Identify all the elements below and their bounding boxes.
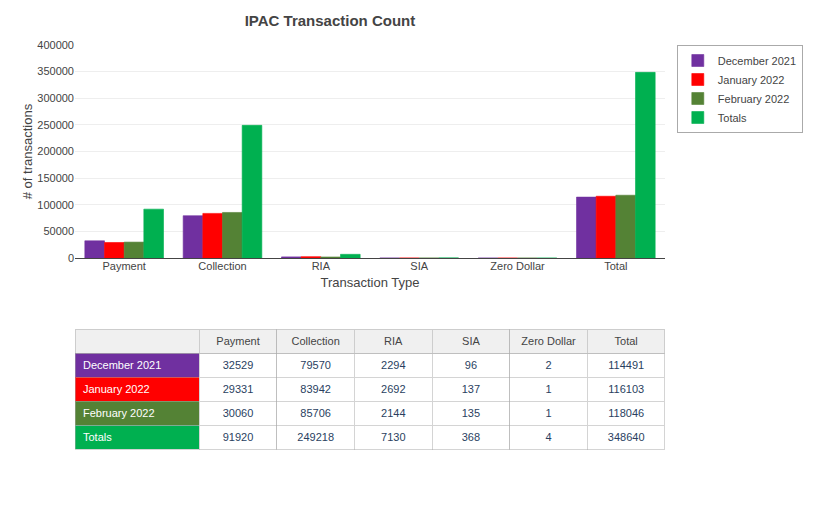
svg-text:30060: 30060	[223, 407, 254, 419]
svg-text:83942: 83942	[300, 383, 331, 395]
svg-text:December 2021: December 2021	[83, 359, 161, 371]
svg-text:32529: 32529	[223, 359, 254, 371]
svg-text:249218: 249218	[297, 431, 334, 443]
svg-text:118046: 118046	[608, 407, 644, 419]
svg-text:400000: 400000	[37, 39, 74, 51]
svg-text:IPAC Transaction Count: IPAC Transaction Count	[245, 12, 416, 29]
svg-text:0: 0	[68, 252, 74, 264]
svg-text:Collection: Collection	[292, 335, 340, 347]
svg-text:96: 96	[465, 359, 477, 371]
svg-text:91920: 91920	[223, 431, 254, 443]
svg-text:February 2022: February 2022	[718, 93, 790, 105]
svg-text:Zero Dollar: Zero Dollar	[521, 335, 576, 347]
svg-text:1: 1	[545, 407, 551, 419]
svg-text:Payment: Payment	[102, 260, 145, 272]
svg-text:116103: 116103	[608, 383, 644, 395]
svg-text:January 2022: January 2022	[718, 74, 785, 86]
svg-text:348640: 348640	[608, 431, 645, 443]
svg-text:137: 137	[462, 383, 480, 395]
svg-text:350000: 350000	[37, 65, 74, 77]
svg-text:RIA: RIA	[312, 260, 331, 272]
svg-text:79570: 79570	[300, 359, 331, 371]
svg-text:December 2021: December 2021	[718, 55, 796, 67]
svg-text:Transaction Type: Transaction Type	[321, 275, 420, 290]
svg-text:200000: 200000	[37, 145, 74, 157]
svg-text:100000: 100000	[37, 199, 74, 211]
svg-text:2294: 2294	[381, 359, 405, 371]
svg-text:2: 2	[545, 359, 551, 371]
svg-text:Collection: Collection	[198, 260, 246, 272]
svg-text:300000: 300000	[37, 92, 74, 104]
svg-text:Totals: Totals	[718, 112, 747, 124]
svg-text:368: 368	[462, 431, 480, 443]
svg-text:150000: 150000	[37, 172, 74, 184]
svg-text:January 2022: January 2022	[83, 383, 150, 395]
svg-text:# of transactions: # of transactions	[20, 103, 35, 199]
svg-text:1: 1	[545, 383, 551, 395]
svg-text:SIA: SIA	[462, 335, 480, 347]
svg-text:7130: 7130	[381, 431, 405, 443]
svg-text:50000: 50000	[43, 225, 74, 237]
svg-text:Total: Total	[615, 335, 638, 347]
svg-text:Zero Dollar: Zero Dollar	[490, 260, 545, 272]
svg-text:Total: Total	[604, 260, 627, 272]
svg-text:250000: 250000	[37, 119, 74, 131]
svg-text:114491: 114491	[608, 359, 644, 371]
svg-text:RIA: RIA	[384, 335, 403, 347]
svg-text:SIA: SIA	[410, 260, 428, 272]
svg-text:Payment: Payment	[216, 335, 259, 347]
svg-text:2692: 2692	[381, 383, 405, 395]
svg-text:135: 135	[462, 407, 480, 419]
svg-text:February 2022: February 2022	[83, 407, 155, 419]
svg-text:29331: 29331	[223, 383, 254, 395]
svg-text:2144: 2144	[381, 407, 405, 419]
svg-text:Totals: Totals	[83, 431, 112, 443]
svg-text:4: 4	[545, 431, 551, 443]
svg-text:85706: 85706	[300, 407, 331, 419]
